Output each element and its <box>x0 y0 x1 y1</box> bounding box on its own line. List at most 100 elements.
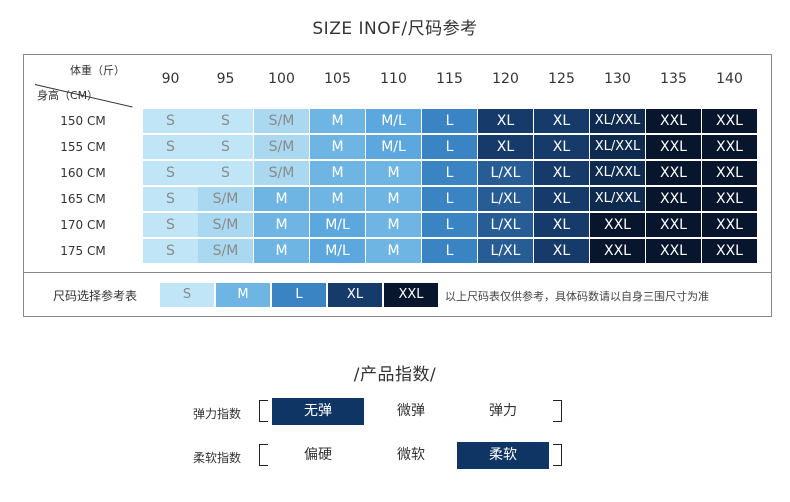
weight-header-110: 110 <box>380 71 407 87</box>
weight-header-105: 105 <box>324 71 351 87</box>
size-cell: XXL <box>590 239 645 263</box>
weight-header-115: 115 <box>436 71 463 87</box>
size-cell: S <box>143 239 198 263</box>
size-cell: S <box>198 161 253 185</box>
height-row-label: 175 CM <box>60 244 106 258</box>
weight-header-125: 125 <box>548 71 575 87</box>
product-index-title: /产品指数/ <box>353 365 437 385</box>
weight-header-135: 135 <box>660 71 687 87</box>
size-cell: L <box>422 213 477 237</box>
legend-swatch-s: S <box>160 283 214 307</box>
size-cell: S/M <box>198 213 253 237</box>
size-chart-table <box>23 54 772 317</box>
size-cell: XL/XXL <box>590 109 645 133</box>
size-cell: XL <box>534 135 589 159</box>
size-cell: S <box>198 135 253 159</box>
height-row-label: 165 CM <box>60 192 106 206</box>
size-cell: XL/XXL <box>590 161 645 185</box>
size-cell: S/M <box>254 135 309 159</box>
size-chart-title: SIZE INOF/尺码参考 <box>312 19 478 39</box>
weight-header-90: 90 <box>161 71 180 87</box>
size-cell: XXL <box>646 109 701 133</box>
height-row-label: 160 CM <box>60 166 106 180</box>
size-cell: XXL <box>702 187 757 211</box>
size-cell: M <box>310 161 365 185</box>
size-cell: S <box>143 161 198 185</box>
size-cell: L <box>422 135 477 159</box>
legend-swatch-m: M <box>216 283 270 307</box>
size-cell: S/M <box>198 187 253 211</box>
size-cell: L <box>422 109 477 133</box>
size-cell: XL <box>534 161 589 185</box>
table-corner-header: 体重（斤） 身高（CM） <box>23 54 141 108</box>
size-cell: S <box>143 135 198 159</box>
size-cell: XL <box>534 109 589 133</box>
index-option: 偏硬 <box>304 447 332 463</box>
index-label: 柔软指数 <box>193 451 242 465</box>
height-axis-label: 身高（CM） <box>37 89 99 102</box>
index-option: 微软 <box>397 447 425 463</box>
size-cell: M <box>254 213 309 237</box>
size-cell: XL/XXL <box>590 187 645 211</box>
size-cell: M <box>310 135 365 159</box>
height-row-label: 170 CM <box>60 218 106 232</box>
size-cell: M <box>254 239 309 263</box>
size-cell: M/L <box>310 239 365 263</box>
size-cell: M/L <box>366 109 421 133</box>
legend-swatch-xxl: XXL <box>384 283 438 307</box>
size-cell: L <box>422 239 477 263</box>
size-cell: S <box>143 187 198 211</box>
right-bracket <box>553 444 562 466</box>
weight-header-100: 100 <box>268 71 295 87</box>
weight-header-140: 140 <box>716 71 743 87</box>
index-option: 无弹 <box>272 398 364 425</box>
size-cell: XXL <box>646 239 701 263</box>
index-option: 柔软 <box>457 442 549 469</box>
weight-header-95: 95 <box>216 71 235 87</box>
index-option: 微弹 <box>397 403 425 419</box>
weight-header-120: 120 <box>492 71 519 87</box>
legend-swatch-l: L <box>272 283 326 307</box>
size-cell: S/M <box>254 161 309 185</box>
size-cell: XL <box>478 109 533 133</box>
left-bracket <box>259 444 268 466</box>
size-cell: XXL <box>590 213 645 237</box>
weight-header-130: 130 <box>604 71 631 87</box>
right-bracket <box>553 400 562 422</box>
size-cell: M <box>366 161 421 185</box>
size-cell: L <box>422 187 477 211</box>
size-cell: XXL <box>646 187 701 211</box>
weight-axis-label: 体重（斤） <box>70 64 125 77</box>
size-cell: M <box>366 239 421 263</box>
height-row-label: 155 CM <box>60 140 106 154</box>
size-cell: XL <box>534 213 589 237</box>
size-cell: L/XL <box>478 213 533 237</box>
legend-swatch-xl: XL <box>328 283 382 307</box>
size-cell: XXL <box>646 161 701 185</box>
legend-divider <box>23 272 772 273</box>
size-cell: XL/XXL <box>590 135 645 159</box>
size-cell: L/XL <box>478 161 533 185</box>
size-cell: M <box>366 213 421 237</box>
size-cell: XXL <box>646 135 701 159</box>
size-cell: M <box>366 187 421 211</box>
size-cell: XL <box>534 187 589 211</box>
size-cell: XXL <box>702 135 757 159</box>
size-cell: L/XL <box>478 239 533 263</box>
size-cell: XXL <box>646 213 701 237</box>
size-cell: S/M <box>254 109 309 133</box>
left-bracket <box>259 400 268 422</box>
size-cell: XL <box>534 239 589 263</box>
size-cell: L/XL <box>478 187 533 211</box>
size-cell: XXL <box>702 213 757 237</box>
size-cell: XXL <box>702 239 757 263</box>
legend-note: 以上尺码表仅供参考，具体码数请以自身三围尺寸为准 <box>445 290 709 303</box>
height-row-label: 150 CM <box>60 114 106 128</box>
size-cell: S <box>198 109 253 133</box>
legend-label: 尺码选择参考表 <box>53 289 138 303</box>
index-option: 弹力 <box>489 403 517 419</box>
size-cell: S/M <box>198 239 253 263</box>
size-cell: S <box>143 109 198 133</box>
size-cell: M <box>310 187 365 211</box>
size-cell: XXL <box>702 161 757 185</box>
